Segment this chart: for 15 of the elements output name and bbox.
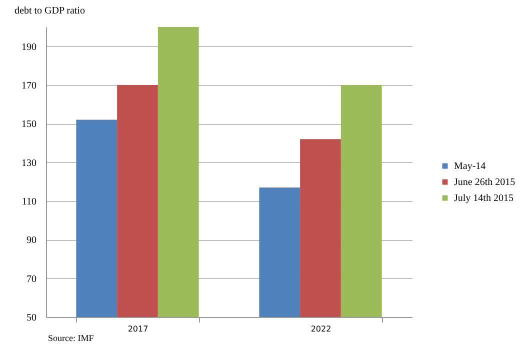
y-tick-label: 130 (22, 158, 36, 169)
legend-label: July 14th 2015 (454, 193, 514, 204)
legend-label: June 26th 2015 (454, 177, 516, 188)
y-tick-label: 150 (22, 119, 36, 130)
y-tick-label: 110 (22, 196, 36, 208)
y-axis-title: debt to GDP ratio (14, 6, 85, 16)
y-tick-label: 190 (22, 42, 36, 53)
source-note: Source: IMF (48, 333, 94, 343)
y-tick-label: 90 (26, 235, 36, 246)
y-tick-label: 70 (26, 274, 36, 285)
y-tick-label: 170 (22, 80, 36, 92)
x-tick-label: 2017 (128, 324, 148, 334)
x-tick-label: 2022 (310, 324, 332, 334)
legend-label: May-14 (454, 161, 486, 172)
y-tick-label: 50 (26, 312, 36, 324)
